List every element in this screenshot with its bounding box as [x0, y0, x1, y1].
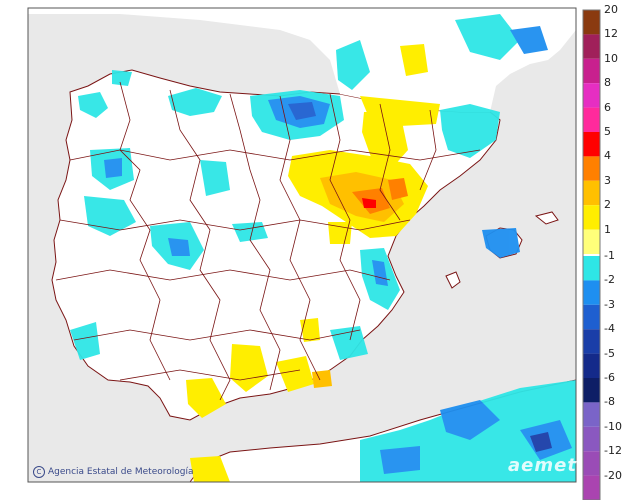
legend-label-neg-9: -20 [604, 468, 622, 482]
legend-swatch-pos-5 [583, 132, 600, 157]
legend-swatch-pos-6 [583, 156, 600, 181]
legend-label-pos-4: 6 [604, 100, 611, 114]
legend-swatch-neg-5 [583, 378, 600, 403]
legend-swatch-pos-3 [583, 83, 600, 108]
legend-frame [582, 9, 601, 500]
legend-label-pos-8: 2 [604, 198, 611, 212]
legend-swatch-pos-7 [583, 180, 600, 206]
legend-label-neg-4: -5 [604, 346, 615, 360]
france-land [28, 8, 576, 112]
legend-label-neg-1: -2 [604, 273, 615, 287]
legend-swatch-neg-2 [583, 304, 600, 330]
legend-swatch-neg-9 [583, 475, 600, 500]
warm-anomaly-areas [186, 44, 440, 482]
aemet-watermark: aemet [508, 455, 577, 476]
legend-swatch-neg-8 [583, 451, 600, 476]
legend-label-pos-1: 12 [604, 27, 618, 41]
legend-swatch-neg-0 [583, 256, 600, 281]
legend-label-pos-7: 3 [604, 173, 611, 187]
legend-swatch-neg-6 [583, 402, 600, 427]
legend-label-neg-3: -4 [604, 322, 615, 336]
legend-label-neg-0: -1 [604, 249, 615, 262]
legend-swatch-neg-7 [583, 426, 600, 452]
legend-label-pos-3: 8 [604, 76, 611, 90]
legend-color-bar [582, 9, 601, 500]
legend-swatch-pos-1 [583, 34, 600, 59]
legend-swatch-pos-2 [583, 58, 600, 84]
copyright-icon: C [33, 466, 45, 478]
legend-swatch-neg-1 [583, 280, 600, 305]
legend-label-neg-5: -6 [604, 371, 615, 384]
legend-label-pos-5: 5 [604, 125, 611, 138]
credit-line: C Agencia Estatal de Meteorología [33, 466, 194, 478]
legend-label-neg-7: -10 [604, 419, 622, 433]
legend-label-pos-6: 4 [604, 149, 611, 163]
credit-text: Agencia Estatal de Meteorología [48, 467, 194, 477]
legend-label-neg-2: -3 [604, 297, 615, 311]
map-frame [27, 7, 577, 483]
legend-swatch-pos-4 [583, 107, 600, 132]
menorca [534, 211, 559, 225]
legend-label-pos-0: 20 [604, 3, 618, 16]
legend-label-pos-9: 1 [604, 222, 611, 236]
cool-anomaly-areas [70, 14, 576, 482]
legend-swatch-pos-0 [583, 10, 600, 35]
legend-swatch-neg-4 [583, 353, 600, 378]
legend-swatch-neg-3 [583, 329, 600, 354]
ibiza [445, 271, 461, 289]
legend-swatch-pos-8 [583, 205, 600, 230]
legend-label-neg-6: -8 [604, 395, 615, 409]
legend-swatch-pos-9 [583, 229, 600, 254]
legend-label-neg-8: -12 [604, 444, 622, 458]
legend-label-pos-2: 10 [604, 51, 618, 65]
province-boundaries [55, 81, 481, 401]
